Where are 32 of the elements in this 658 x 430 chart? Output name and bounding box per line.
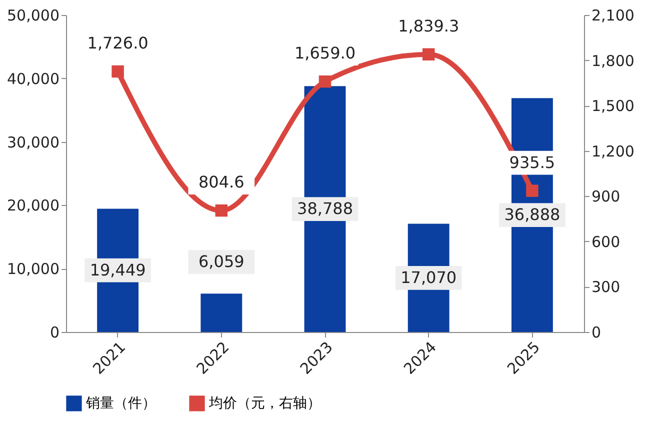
y2-tick-label: 1,500 xyxy=(592,97,634,116)
data-label: 1,726.0 xyxy=(87,33,148,52)
data-label: 19,449 xyxy=(90,260,146,280)
y-tick-label: 10,000 xyxy=(7,260,60,278)
y2-tick-label: 900 xyxy=(592,188,620,206)
point xyxy=(526,184,538,197)
y2-tick-label: 600 xyxy=(592,232,620,251)
data-label: 1,659.0 xyxy=(294,44,356,63)
y2-tick-label: 0 xyxy=(592,324,602,342)
y-tick-label: 0 xyxy=(50,324,60,342)
y-tick-label: 20,000 xyxy=(7,196,60,215)
data-label: 935.5 xyxy=(509,152,556,172)
data-label: 6,059 xyxy=(198,252,244,271)
legend-label: 均价（元，右轴） xyxy=(208,395,321,412)
y2-tick-label: 2,100 xyxy=(592,6,634,24)
y-tick-label: 40,000 xyxy=(7,70,60,88)
y2-tick-label: 300 xyxy=(592,278,620,296)
data-label: 17,070 xyxy=(400,268,457,287)
y2-tick-label: 1,200 xyxy=(592,142,634,160)
bar xyxy=(200,294,242,332)
data-label: 36,888 xyxy=(504,205,560,224)
y-tick-label: 50,000 xyxy=(7,6,60,24)
point xyxy=(112,65,124,78)
data-label: 1,839.3 xyxy=(398,16,460,36)
data-label: 804.6 xyxy=(198,172,244,192)
data-label: 38,788 xyxy=(297,199,353,218)
point xyxy=(215,204,228,217)
point xyxy=(318,75,332,88)
point xyxy=(422,48,435,60)
legend-label: 销量（件） xyxy=(85,395,156,412)
y2-tick-label: 1,800 xyxy=(592,52,634,70)
y-tick-label: 30,000 xyxy=(7,133,60,152)
